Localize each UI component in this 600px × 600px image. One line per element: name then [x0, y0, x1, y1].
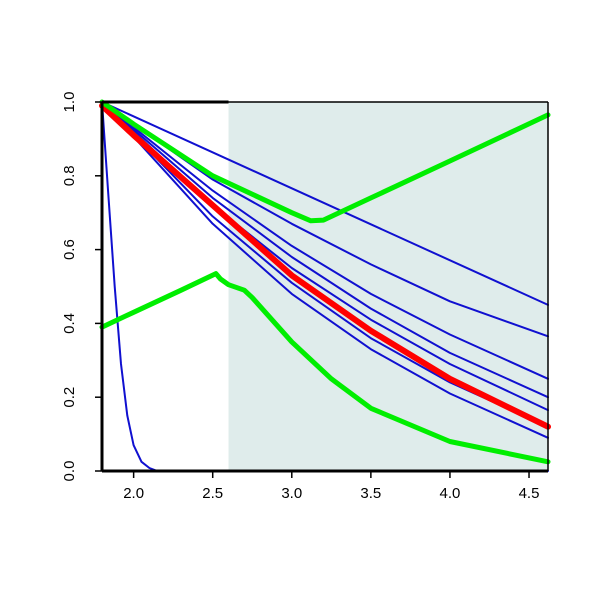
y-tick-label: 0.6 — [61, 239, 78, 260]
series-line-blue-6 — [101, 101, 549, 439]
series-line-blue-0 — [101, 101, 549, 306]
series-line-blue-3 — [101, 101, 549, 399]
x-tick-label: 3.5 — [360, 485, 381, 502]
series-line-green-9 — [99, 99, 551, 224]
series-line-red-8 — [99, 102, 551, 430]
y-tick-label: 0.0 — [61, 461, 78, 482]
series-line-blue-2 — [101, 101, 549, 380]
shaded-region — [228, 102, 548, 471]
x-tick-label: 4.5 — [519, 485, 540, 502]
y-tick-label: 0.4 — [61, 313, 78, 334]
y-tick-label: 0.8 — [61, 165, 78, 186]
series-line-green-10 — [99, 271, 551, 465]
y-tick-label: 1.0 — [61, 92, 78, 113]
x-tick-label: 3.0 — [281, 485, 302, 502]
x-tick-label: 2.0 — [123, 485, 144, 502]
y-tick-label: 0.2 — [61, 387, 78, 408]
x-tick-label: 2.5 — [202, 485, 223, 502]
x-tick-label: 4.0 — [440, 485, 461, 502]
